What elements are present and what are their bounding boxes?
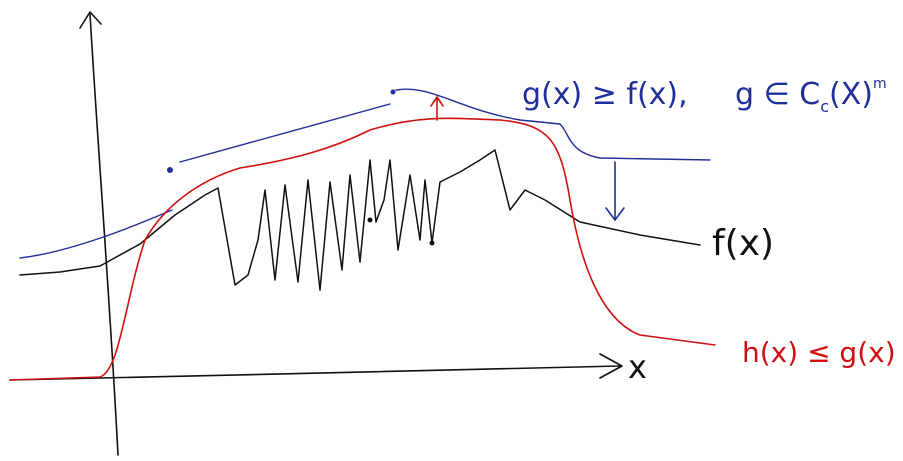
f-label: f(x) — [712, 223, 774, 264]
g-arrowhead — [605, 207, 625, 221]
g-condition: g(x) ≥ f(x), — [522, 77, 688, 112]
g-curve — [395, 88, 711, 161]
x-axis — [9, 365, 621, 381]
h-arrowhead — [430, 96, 444, 107]
g-curve — [179, 103, 391, 163]
f-dot — [429, 240, 435, 246]
g-membership: g ∈ Cc(X)m — [735, 76, 887, 116]
x-axis-label: x — [628, 348, 647, 386]
g-membership-rest: (X) — [829, 77, 873, 112]
g-membership-sub: c — [820, 97, 829, 116]
y-axis-arrow — [79, 11, 102, 29]
g-dot — [390, 89, 396, 95]
f-dot — [367, 217, 373, 223]
f-curve — [19, 149, 701, 291]
x-axis-arrow — [599, 353, 623, 379]
h-label: h(x) ≤ g(x) — [742, 336, 896, 369]
g-dot — [167, 167, 173, 173]
g-curve — [19, 209, 173, 259]
y-axis — [89, 13, 119, 456]
g-membership-base: g ∈ C — [735, 77, 820, 112]
h-curve — [9, 117, 716, 381]
g-membership-sup: m — [873, 76, 887, 92]
